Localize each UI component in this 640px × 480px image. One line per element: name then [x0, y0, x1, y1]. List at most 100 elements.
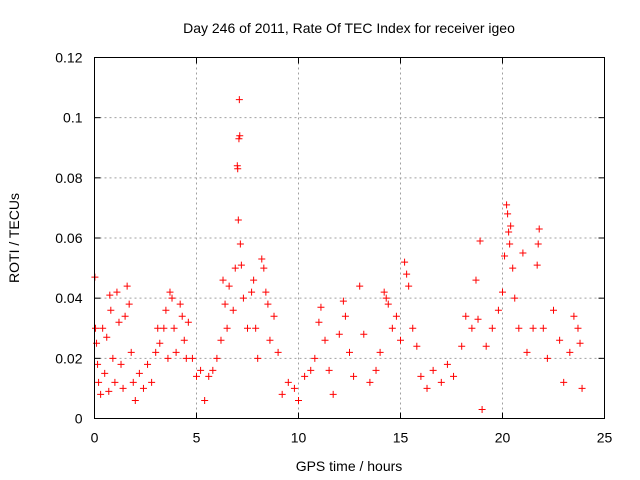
data-point [236, 240, 244, 248]
data-point [92, 324, 100, 332]
data-point [350, 372, 358, 380]
data-point [176, 300, 184, 308]
data-point [576, 339, 584, 347]
data-point [570, 312, 578, 320]
data-point [95, 378, 103, 386]
data-point [168, 294, 176, 302]
data-point [543, 354, 551, 362]
data-point [209, 366, 217, 374]
x-tick-label: 15 [393, 430, 409, 446]
data-point [123, 282, 131, 290]
data-point [248, 288, 256, 296]
y-tick-label: 0.12 [55, 50, 82, 66]
data-points [91, 96, 586, 413]
data-point [205, 372, 213, 380]
data-point [511, 294, 519, 302]
data-point [107, 306, 115, 314]
data-point [392, 312, 400, 320]
data-point [97, 390, 105, 398]
data-point [376, 348, 384, 356]
x-tick-label: 20 [495, 430, 511, 446]
data-point [139, 384, 147, 392]
data-point [99, 324, 107, 332]
data-point [341, 312, 349, 320]
data-point [535, 225, 543, 233]
data-point [509, 264, 517, 272]
data-point [113, 288, 121, 296]
data-point [315, 318, 323, 326]
data-point [235, 135, 243, 143]
data-point [119, 384, 127, 392]
data-point [180, 336, 188, 344]
data-point [356, 282, 364, 290]
data-point [103, 333, 111, 341]
data-point [278, 390, 286, 398]
data-point [409, 324, 417, 332]
data-point [284, 378, 292, 386]
data-point [360, 330, 368, 338]
data-point [235, 96, 243, 104]
data-point [501, 252, 509, 260]
data-point [144, 360, 152, 368]
data-point [244, 324, 251, 332]
y-tick-label: 0.02 [55, 350, 82, 366]
data-point [321, 336, 329, 344]
data-point [317, 303, 325, 311]
data-point [164, 354, 172, 362]
data-point [239, 294, 247, 302]
data-point [152, 348, 160, 356]
data-point [274, 348, 282, 356]
data-point [135, 369, 143, 377]
data-point [156, 339, 164, 347]
data-point [523, 348, 531, 356]
data-point [505, 228, 513, 236]
data-point [504, 210, 512, 218]
data-point [229, 306, 237, 314]
data-point [417, 372, 425, 380]
data-point [148, 378, 156, 386]
y-tick-label: 0 [75, 411, 83, 427]
data-point [131, 396, 139, 404]
data-point [388, 324, 396, 332]
x-tick-label: 10 [291, 430, 307, 446]
data-point [423, 384, 431, 392]
data-point [295, 396, 302, 404]
data-point [188, 354, 196, 362]
data-point [384, 300, 392, 308]
data-point [129, 378, 137, 386]
data-point [106, 291, 114, 299]
data-point [125, 300, 133, 308]
data-point [219, 276, 227, 284]
data-point [539, 324, 547, 332]
data-point [252, 324, 260, 332]
data-point [301, 372, 309, 380]
data-point [450, 372, 458, 380]
data-point [474, 315, 482, 323]
data-point [397, 336, 404, 344]
data-point [172, 348, 180, 356]
data-point [250, 276, 258, 284]
data-point [468, 324, 476, 332]
data-point [429, 366, 437, 374]
data-point [154, 324, 162, 332]
data-point [550, 306, 557, 314]
x-axis-label: GPS time / hours [296, 458, 403, 474]
data-point [225, 282, 233, 290]
y-tick-label: 0.08 [55, 170, 82, 186]
data-point [213, 354, 221, 362]
data-point [231, 264, 239, 272]
data-point [443, 360, 451, 368]
data-point [160, 324, 168, 332]
data-point [115, 318, 123, 326]
data-point [380, 288, 388, 296]
data-point [217, 336, 225, 344]
y-axis-label: ROTI / TECUs [6, 193, 22, 283]
data-point [184, 318, 192, 326]
chart-title: Day 246 of 2011, Rate Of TEC Index for r… [183, 20, 515, 36]
data-point [488, 324, 496, 332]
data-point [193, 372, 200, 380]
data-point [499, 288, 506, 296]
data-point [290, 384, 298, 392]
data-point [166, 288, 174, 296]
